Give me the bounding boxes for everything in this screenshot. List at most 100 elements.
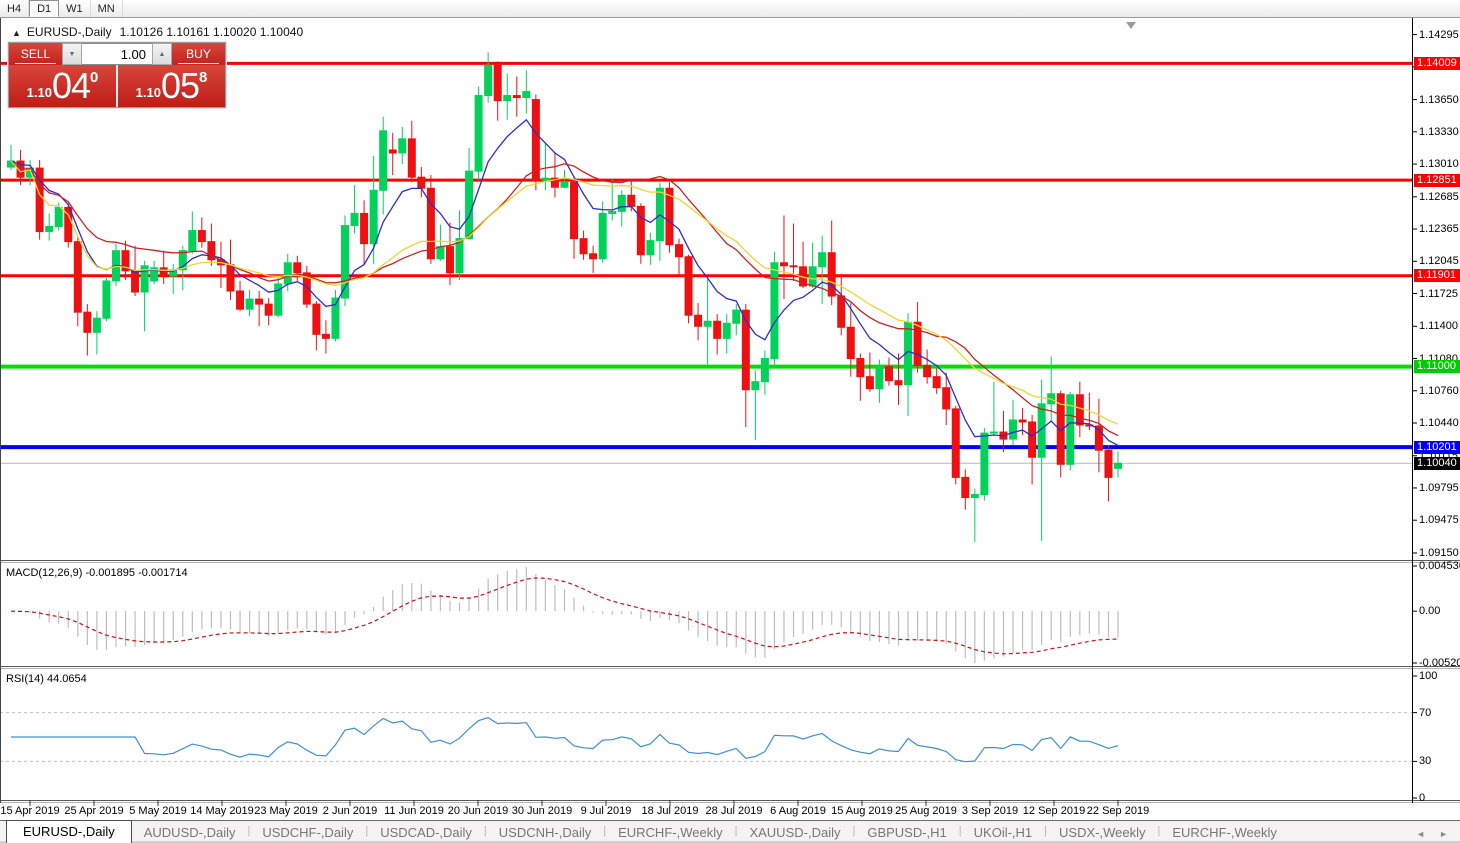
timeline-date: 15 Aug 2019 bbox=[831, 805, 893, 817]
timeline-date: 25 Apr 2019 bbox=[64, 805, 124, 817]
candle-body bbox=[522, 91, 531, 99]
candle-body bbox=[1056, 393, 1065, 465]
chart-tab-xauusd-daily[interactable]: XAUUSD-,Daily bbox=[749, 825, 841, 840]
timeframe-button-w1[interactable]: W1 bbox=[59, 0, 91, 17]
chart-tab-eurusd-daily[interactable]: EURUSD-,Daily bbox=[6, 820, 132, 843]
candle-body bbox=[26, 167, 35, 178]
candle-body bbox=[1075, 394, 1084, 426]
timeline-date: 20 Jun 2019 bbox=[447, 805, 509, 817]
candle-body bbox=[302, 272, 311, 305]
candle-body bbox=[102, 280, 111, 319]
chart-tab-eurchf-weekly[interactable]: EURCHF-,Weekly bbox=[1172, 825, 1277, 840]
timeline-date: 28 Jul 2019 bbox=[705, 805, 763, 817]
candle-body bbox=[531, 99, 540, 181]
buy-price-big: 05 bbox=[160, 65, 200, 106]
tab-separator: | bbox=[958, 825, 962, 837]
candle-body bbox=[875, 366, 884, 390]
volume-input[interactable] bbox=[82, 43, 152, 65]
sell-price-sup: 0 bbox=[90, 69, 99, 86]
volume-decrease-button[interactable]: ▼ bbox=[62, 43, 82, 65]
chart-tab-audusd-daily[interactable]: AUDUSD-,Daily bbox=[143, 825, 236, 840]
chart-tab-usdcad-daily[interactable]: USDCAD-,Daily bbox=[380, 825, 472, 840]
candle-body bbox=[751, 381, 760, 391]
price-badge-1.11901: 1.11901 bbox=[1414, 269, 1460, 283]
candle-body bbox=[913, 321, 922, 367]
candle-body bbox=[484, 64, 493, 97]
macd-tick: -0.005205 bbox=[1419, 657, 1460, 669]
candle-body bbox=[379, 130, 388, 191]
candle-body bbox=[45, 226, 54, 233]
rsi-tick: 0 bbox=[1419, 792, 1426, 804]
candle-body bbox=[627, 194, 636, 207]
buy-price-box[interactable]: 1.10 05 8 bbox=[118, 65, 225, 107]
chart-symbol-label: EURUSD-,Daily bbox=[26, 25, 112, 39]
candle-body bbox=[131, 270, 140, 293]
timeframe-button-mn[interactable]: MN bbox=[91, 0, 123, 17]
candle-body bbox=[961, 476, 970, 499]
chart-tab-gbpusd-h1[interactable]: GBPUSD-,H1 bbox=[867, 825, 947, 840]
chart-tab-usdcnh-daily[interactable]: USDCNH-,Daily bbox=[498, 825, 592, 840]
tab-separator: | bbox=[365, 825, 369, 837]
candle-body bbox=[894, 380, 903, 386]
candle-body bbox=[245, 298, 254, 310]
time-axis: 15 Apr 2019 25 Apr 2019 5 May 2019 14 May 2… bbox=[0, 803, 1412, 820]
timeline-date: 3 Sep 2019 bbox=[961, 805, 1019, 817]
timeframe-button-d1[interactable]: D1 bbox=[29, 0, 60, 17]
candle-body bbox=[445, 246, 454, 274]
chart-tab-usdchf-daily[interactable]: USDCHF-,Daily bbox=[262, 825, 354, 840]
chart-tab-ukoil-h1[interactable]: UKOil-,H1 bbox=[973, 825, 1033, 840]
candle-body bbox=[570, 181, 579, 240]
chart-tab-eurchf-weekly[interactable]: EURCHF-,Weekly bbox=[618, 825, 723, 840]
price-badge-1.14009: 1.14009 bbox=[1414, 56, 1460, 70]
price-chart-canvas[interactable] bbox=[0, 0, 1460, 821]
candle-body bbox=[83, 311, 92, 333]
candle-body bbox=[722, 322, 731, 339]
timeframe-button-h4[interactable]: H4 bbox=[0, 0, 30, 17]
timeline-date: 9 Jul 2019 bbox=[580, 805, 632, 817]
candle-body bbox=[942, 387, 951, 410]
candle-body bbox=[1113, 462, 1122, 469]
timeline-date: 5 May 2019 bbox=[129, 805, 187, 817]
candle-body bbox=[121, 250, 130, 272]
timeline-date: 14 May 2019 bbox=[190, 805, 254, 817]
candle-body bbox=[617, 194, 626, 212]
candle-body bbox=[465, 170, 474, 240]
timeline-date: 11 Jun 2019 bbox=[384, 805, 444, 817]
candle-body bbox=[770, 262, 779, 360]
price-tick: 1.13330 bbox=[1419, 125, 1459, 138]
macd-signal-line bbox=[10, 577, 1119, 655]
candle-body bbox=[1037, 403, 1046, 458]
price-badge-1.10201: 1.10201 bbox=[1414, 440, 1460, 454]
candle-body bbox=[608, 210, 617, 214]
price-badge-1.12851: 1.12851 bbox=[1414, 173, 1460, 187]
candle-body bbox=[64, 206, 73, 243]
candle-body bbox=[92, 317, 101, 333]
candle-body bbox=[274, 283, 283, 316]
candle-body bbox=[932, 376, 941, 389]
tab-scroll-right-icon[interactable]: ► bbox=[1439, 829, 1448, 839]
chart-shift-marker-icon[interactable] bbox=[1126, 22, 1136, 29]
volume-increase-button[interactable]: ▲ bbox=[152, 43, 172, 65]
candle-body bbox=[360, 212, 369, 245]
candle-body bbox=[589, 253, 598, 260]
sell-price-prefix: 1.10 bbox=[26, 85, 52, 100]
chart-tab-bar: EURUSD-,Daily AUDUSD-,Daily | USDCHF-,Daily… bbox=[0, 820, 1460, 843]
price-tick: 1.12365 bbox=[1419, 223, 1459, 236]
rsi-tick: 70 bbox=[1419, 706, 1432, 719]
sell-price-box[interactable]: 1.10 04 0 bbox=[9, 65, 116, 107]
buy-button[interactable]: BUY bbox=[172, 43, 225, 65]
ma-lwma34 bbox=[10, 160, 1119, 425]
collapse-icon[interactable]: ▲ bbox=[12, 28, 21, 38]
price-tick: 1.13650 bbox=[1419, 93, 1459, 106]
candle-body bbox=[989, 431, 998, 434]
candle-body bbox=[1018, 419, 1027, 423]
chart-tab-usdx-weekly[interactable]: USDX-,Weekly bbox=[1059, 825, 1146, 840]
tab-scroll-left-icon[interactable]: ◄ bbox=[1416, 829, 1426, 839]
candle-body bbox=[827, 252, 836, 297]
candle-body bbox=[341, 225, 350, 299]
sell-button[interactable]: SELL bbox=[9, 43, 62, 65]
candle-body bbox=[1094, 425, 1103, 451]
candle-body bbox=[140, 265, 149, 293]
price-tick: 1.12045 bbox=[1419, 255, 1459, 268]
candle-body bbox=[321, 333, 330, 339]
